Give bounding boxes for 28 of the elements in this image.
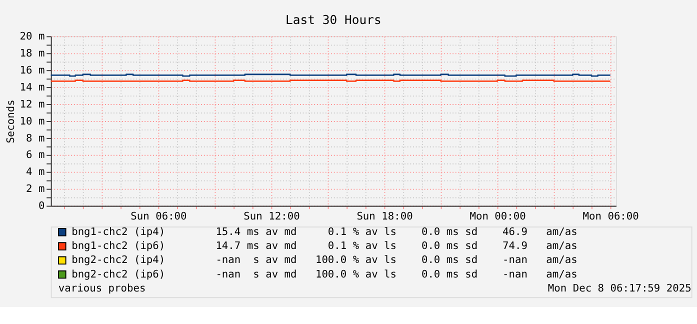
x-tick-label: Mon 06:00 xyxy=(582,210,639,222)
x-tick-label: Mon 00:00 xyxy=(470,210,526,222)
x-tick-label: Sun 12:00 xyxy=(244,210,300,222)
y-tick-label: 6 m xyxy=(26,149,45,162)
legend-label: bng2-chc2 (ip6) xyxy=(72,268,166,280)
y-axis-title: Seconds xyxy=(5,100,18,144)
x-tick-label: Sun 18:00 xyxy=(356,210,413,222)
text: 14.7 ms av md 0.1 % av ls 0.0 ms sd 74.9 am/as xyxy=(216,240,578,252)
y-tick-label: 14 m xyxy=(20,81,45,94)
y-tick-label: 10 m xyxy=(20,115,45,128)
chart-title: Last 30 Hours xyxy=(286,12,382,27)
y-tick-label: 12 m xyxy=(20,98,45,110)
y-tick-label: 20 m xyxy=(20,30,45,43)
y-tick-label: 0 xyxy=(38,200,45,212)
y-tick-label: 2 m xyxy=(26,183,45,196)
text: 15.4 ms av md 0.1 % av ls 0.0 ms sd 46.9 am/as xyxy=(216,226,578,238)
y-tick-label: 8 m xyxy=(26,132,45,144)
legend-label: bng2-chc2 (ip4) xyxy=(72,254,166,266)
y-tick-label: 16 m xyxy=(20,64,45,76)
text: various probes xyxy=(58,282,146,294)
text: Mon Dec 8 06:17:59 2025 xyxy=(548,282,692,294)
y-tick-label: 4 m xyxy=(26,166,45,178)
text: -nan s av md 100.0 % av ls 0.0 ms sd -nan am/as xyxy=(216,254,578,266)
x-tick-label: Sun 06:00 xyxy=(130,210,187,222)
text: -nan s av md 100.0 % av ls 0.0 ms sd -nan am/as xyxy=(216,268,578,280)
y-tick-label: 18 m xyxy=(20,47,45,60)
legend-label: bng1-chc2 (ip4) xyxy=(72,226,166,238)
legend-label: bng1-chc2 (ip6) xyxy=(72,240,166,252)
